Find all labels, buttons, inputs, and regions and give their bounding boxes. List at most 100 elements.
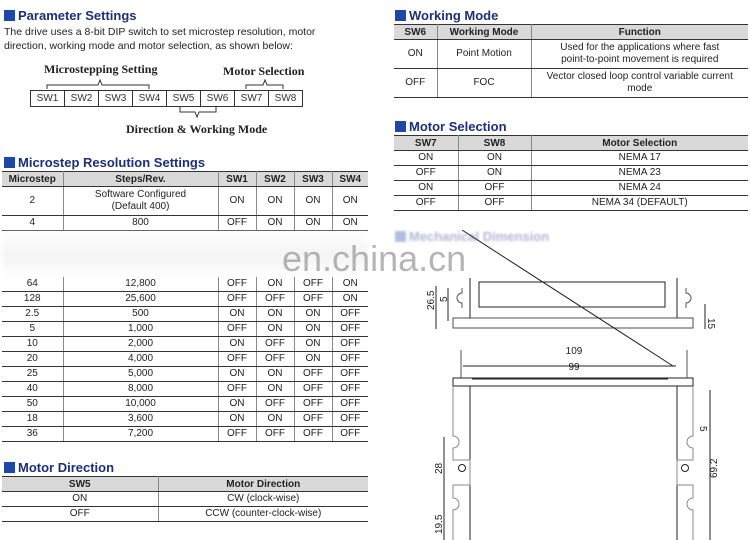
cell: ON: [331, 291, 368, 307]
cell: CW (clock-wise): [157, 491, 368, 507]
cell: OFF: [331, 396, 368, 412]
cell: ON: [255, 366, 294, 382]
cell: OFF: [331, 351, 368, 367]
motor-direction-title: Motor Direction: [4, 460, 114, 475]
microstep-title: Microstep Resolution Settings: [4, 155, 205, 170]
cell: NEMA 23: [530, 165, 748, 181]
dim-5-right: 5: [697, 426, 708, 432]
cell: ON: [331, 215, 368, 231]
description-line: The drive uses a 8-bit DIP switch to set…: [4, 26, 316, 38]
cell: ON: [293, 351, 332, 367]
cell: 2.5: [2, 306, 63, 322]
cell: ON: [255, 381, 294, 397]
table-row: ON Point Motion Used for the application…: [394, 39, 748, 69]
microstep-table-top: Microstep Steps/Rev. SW1 SW2 SW3 SW4 2 S…: [2, 171, 368, 231]
cell: 2: [2, 186, 63, 216]
header-cell: Function: [530, 24, 748, 40]
dimension-labels: 109 99 26.5 5 15 28 19.5 5 69.2: [426, 290, 720, 534]
microstep-brace: [46, 78, 150, 89]
cell: 5,000: [62, 366, 218, 382]
dip-sw1: SW1: [36, 93, 59, 104]
cell: ON: [293, 186, 332, 216]
cell: 25: [2, 366, 63, 382]
cell: ON: [457, 150, 531, 166]
section-square-icon: [4, 10, 15, 21]
dim-69-2: 69.2: [709, 458, 720, 478]
table-row: 128 25,600 OFF OFF OFF ON: [2, 291, 368, 307]
section-square-icon: [4, 157, 15, 168]
cell: ON: [394, 39, 437, 69]
title-text: Mechanical Dimension: [409, 229, 550, 244]
cell: 50: [2, 396, 63, 412]
motor-direction-table: SW5 Motor Direction ON CW (clock-wise) OF…: [2, 476, 368, 522]
cell: ON: [217, 186, 256, 216]
cell: OFF: [255, 336, 294, 352]
top-view: [435, 278, 706, 329]
bottom-view: [443, 230, 711, 540]
microstep-table-bottom: 64 12,800 OFF ON OFF ON 128 25,600 OFF OFF OFF ON 2.…: [2, 277, 368, 442]
dip-switch-diagram: SW1 SW2 SW3 SW4 SW5 SW6 SW7 SW8: [30, 90, 303, 107]
dim-109: 109: [566, 346, 583, 357]
cell: OFF: [2, 506, 158, 522]
table-header-row: SW5 Motor Direction: [2, 476, 368, 492]
table-row: ON CW (clock-wise): [2, 491, 368, 507]
cell: OFF: [293, 366, 332, 382]
cell: ON: [217, 411, 256, 427]
cell: OFF: [217, 351, 256, 367]
table-row: OFF FOC Vector closed loop control varia…: [394, 68, 748, 98]
cell: 3,600: [62, 411, 218, 427]
watermark: en.china.cn: [282, 238, 467, 279]
cell: OFF: [255, 396, 294, 412]
cell: OFF: [457, 180, 531, 196]
cell: OFF: [293, 277, 332, 292]
cell: ON: [457, 165, 531, 181]
cell: ON: [217, 306, 256, 322]
section-square-icon: [395, 121, 406, 132]
dip-sw3: SW3: [98, 91, 132, 106]
table-row: ON ON NEMA 17: [394, 150, 748, 166]
cell: OFF: [394, 68, 437, 98]
dip-sw8: SW8: [268, 91, 302, 106]
header-cell: Motor Selection: [530, 135, 748, 151]
dim-26-5: 26.5: [426, 290, 437, 310]
cell: 12,800: [62, 277, 218, 292]
cell: OFF: [331, 336, 368, 352]
mechanical-drawing: 109 99 26.5 5 15 28 19.5 5 69.2: [426, 230, 720, 540]
section-square-icon: [395, 10, 406, 21]
dim-15: 15: [705, 318, 716, 330]
cell: Used for the applications where fast poin…: [530, 39, 748, 69]
cell: FOC: [436, 68, 531, 98]
cell: OFF: [217, 426, 256, 442]
table-row: 2.5 500 ON ON ON OFF: [2, 306, 368, 322]
header-cell: Working Mode: [436, 24, 531, 40]
cell: NEMA 24: [530, 180, 748, 196]
cell: ON: [255, 306, 294, 322]
blurred-rows: [2, 232, 368, 278]
cell: ON: [2, 491, 158, 507]
dip-sw2: SW2: [64, 91, 98, 106]
cell: 5: [2, 321, 63, 337]
cell: OFF: [457, 195, 531, 211]
cell: 128: [2, 291, 63, 307]
table-row: 5 1,000 OFF ON ON OFF: [2, 321, 368, 337]
header-cell: SW1: [217, 171, 256, 187]
cell: OFF: [217, 215, 256, 231]
cell: OFF: [217, 291, 256, 307]
title-text: Motor Direction: [18, 460, 115, 475]
title-text: Parameter Settings: [18, 8, 137, 23]
cell: 25,600: [62, 291, 218, 307]
header-cell: Steps/Rev.: [62, 171, 218, 187]
cell: Point Motion: [436, 39, 531, 69]
cell-line: mode: [627, 83, 653, 94]
motor-selection-title: Motor Selection: [395, 119, 507, 134]
dip-sw5: SW5: [166, 91, 200, 106]
cell: CCW (counter-clock-wise): [157, 506, 368, 522]
motor-brace: [245, 78, 284, 89]
cell: OFF: [293, 411, 332, 427]
cell: OFF: [255, 291, 294, 307]
header-cell: SW5: [2, 476, 158, 492]
cell: ON: [255, 321, 294, 337]
cell: 20: [2, 351, 63, 367]
table-row: 25 5,000 ON ON OFF OFF: [2, 366, 368, 382]
